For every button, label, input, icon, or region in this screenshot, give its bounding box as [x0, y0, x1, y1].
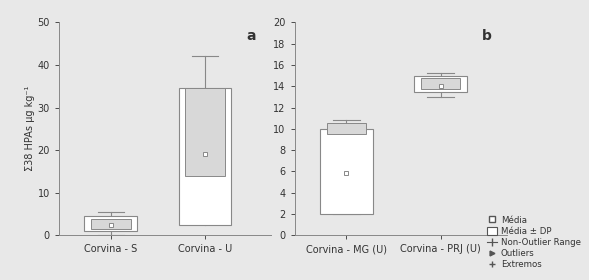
Bar: [91, 219, 131, 229]
Bar: [178, 88, 231, 225]
Text: a: a: [247, 29, 256, 43]
Bar: [185, 88, 225, 176]
Bar: [84, 216, 137, 231]
Bar: [414, 76, 467, 92]
Bar: [421, 78, 461, 89]
Bar: [320, 129, 373, 214]
Bar: [326, 123, 366, 134]
Y-axis label: Σ38 HPAs µg kg⁻¹: Σ38 HPAs µg kg⁻¹: [25, 86, 35, 171]
Text: b: b: [482, 29, 492, 43]
Legend: Média, Média ± DP, Non-Outlier Range, Outliers, Extremos: Média, Média ± DP, Non-Outlier Range, Ou…: [487, 215, 582, 270]
